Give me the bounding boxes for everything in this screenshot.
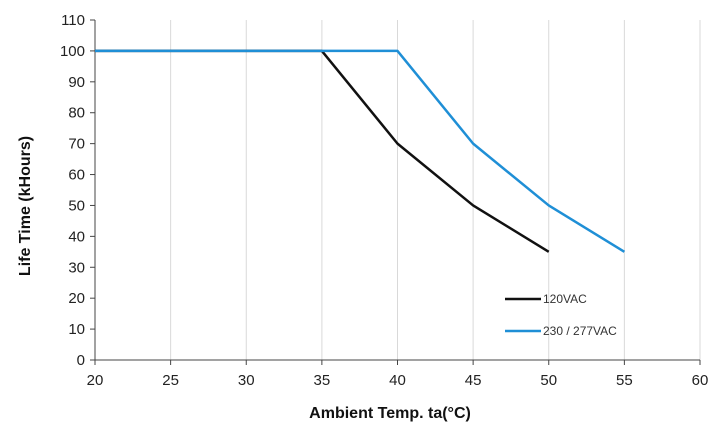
grid-layer: [170, 20, 701, 360]
y-tick-label-70: 70: [68, 136, 85, 153]
y-tick-label-30: 30: [68, 259, 85, 276]
x-tick-label-40: 40: [389, 372, 406, 389]
x-tick-label-30: 30: [238, 372, 255, 389]
y-tick-label-100: 100: [60, 43, 85, 60]
x-tick-label-25: 25: [162, 372, 179, 389]
x-tick-label-35: 35: [314, 372, 331, 389]
y-axis-title: Life Time (kHours): [17, 136, 34, 276]
y-tick-label-20: 20: [68, 290, 85, 307]
y-tick-label-0: 0: [77, 352, 85, 369]
y-tick-label-90: 90: [68, 74, 85, 91]
x-tick-label-60: 60: [692, 372, 709, 389]
legend: 120VAC 230 / 277VAC: [505, 292, 617, 338]
series-layer: [95, 49, 626, 253]
x-axis-title: Ambient Temp. ta(°C): [309, 405, 471, 422]
y-tick-label-50: 50: [68, 197, 85, 214]
legend-label-2: 230 / 277VAC: [543, 324, 617, 338]
y-tick-label-110: 110: [61, 12, 85, 29]
y-tick-label-60: 60: [68, 167, 85, 184]
x-tick-label-20: 20: [87, 372, 104, 389]
legend-label-1: 120VAC: [543, 292, 587, 306]
x-tick-label-45: 45: [465, 372, 482, 389]
y-tick-label-40: 40: [68, 228, 85, 245]
x-tick-label-55: 55: [616, 372, 633, 389]
y-tick-label-80: 80: [68, 105, 85, 122]
y-tick-label-10: 10: [68, 321, 85, 338]
x-tick-label-50: 50: [540, 372, 557, 389]
series-line-2: [95, 49, 626, 253]
axis-layer: 0 10 20 30 40 50 60 70 80 90 100 110 20 25 30 35 40 45 50 5…: [60, 12, 708, 389]
